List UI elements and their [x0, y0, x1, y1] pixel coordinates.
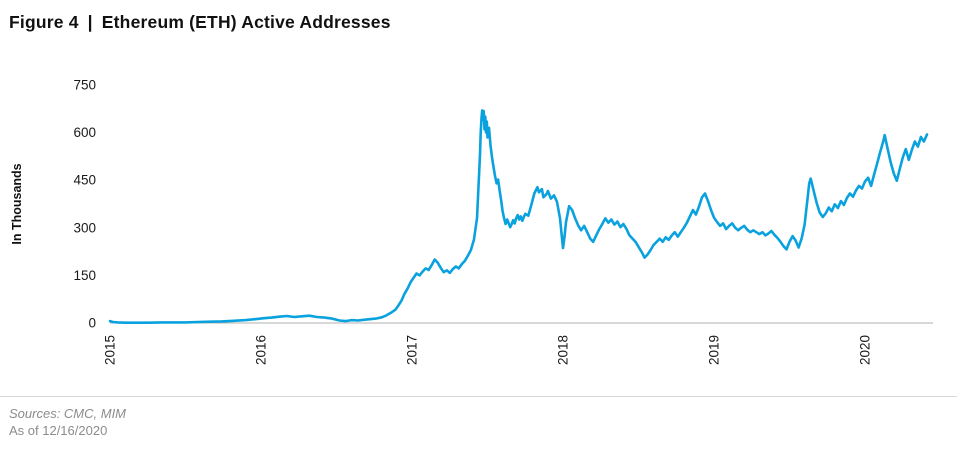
sources-text: Sources: CMC, MIM: [9, 406, 127, 421]
y-tick-label: 750: [73, 78, 96, 93]
title-separator: |: [87, 12, 93, 32]
x-tick-label: 2015: [103, 335, 118, 365]
y-tick-label: 0: [88, 316, 96, 331]
as-of-text: As of 12/16/2020: [9, 423, 108, 438]
figure-title: Figure 4 | Ethereum (ETH) Active Address…: [9, 12, 391, 33]
divider: [0, 396, 957, 397]
y-axis-title: In Thousands: [10, 163, 24, 244]
y-tick-label: 300: [73, 220, 96, 235]
y-tick-label: 450: [73, 173, 96, 188]
figure-label: Figure 4: [9, 12, 79, 32]
page-title: Ethereum (ETH) Active Addresses: [101, 12, 391, 32]
x-tick-label: 2020: [858, 335, 873, 365]
x-tick-label: 2016: [254, 335, 269, 365]
y-tick-label: 150: [73, 268, 96, 283]
line-chart: 0 150 300 450 600 750 2015 2016 2017 2018 2019 2020…: [10, 78, 933, 365]
x-tick-label: 2019: [707, 335, 722, 365]
y-tick-label: 600: [73, 125, 96, 140]
x-tick-label: 2017: [405, 335, 420, 365]
eth-active-addresses-line: [108, 109, 929, 325]
x-tick-label: 2018: [556, 335, 571, 365]
footer: Sources: CMC, MIM As of 12/16/2020: [9, 405, 126, 439]
